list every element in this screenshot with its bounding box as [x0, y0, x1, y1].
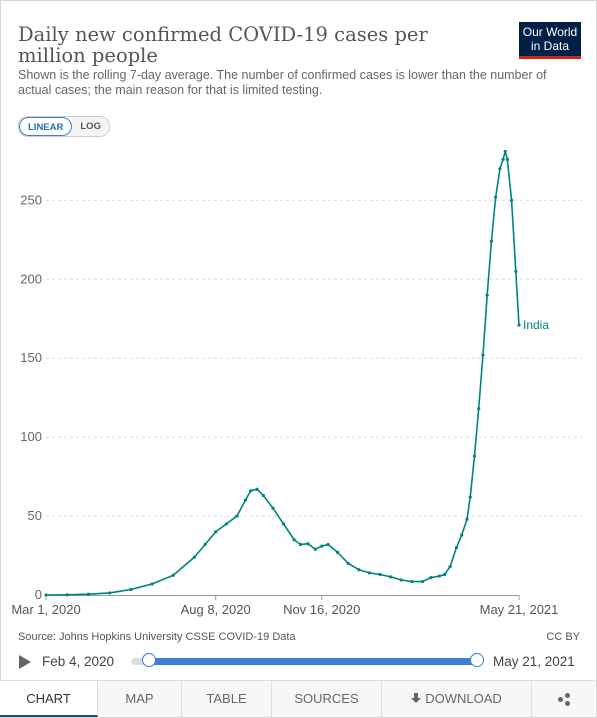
data-point [320, 544, 324, 548]
logo-line-2: in Data [530, 39, 570, 53]
license-link[interactable]: CC BY [546, 631, 580, 643]
data-point [448, 564, 452, 569]
data-point [485, 293, 489, 297]
series-line-india [45, 150, 520, 596]
tab-sources[interactable]: SOURCES [272, 681, 382, 717]
data-point [108, 591, 112, 595]
chart-title: Daily new confirmed COVID-19 cases per m… [18, 23, 428, 67]
data-point [517, 323, 521, 327]
y-tick-label: 100 [20, 429, 42, 444]
x-tick-label: Mar 1, 2020 [11, 602, 80, 617]
tab-map[interactable]: MAP [98, 681, 182, 717]
data-point [249, 489, 253, 493]
data-point [203, 542, 207, 547]
data-point [468, 495, 472, 499]
tab-chart[interactable]: CHART [0, 681, 98, 717]
data-point [481, 353, 485, 357]
data-point [498, 167, 502, 171]
data-point [357, 568, 361, 572]
data-point [477, 407, 481, 411]
timeline-start-date: Feb 4, 2020 [42, 654, 115, 669]
x-tick-label: Aug 8, 2020 [181, 602, 251, 617]
data-point [503, 149, 507, 154]
data-point [509, 198, 514, 202]
data-point [378, 572, 382, 577]
data-point [494, 195, 498, 199]
chart-subtitle: Shown is the rolling 7-day average. The … [18, 68, 547, 97]
owid-logo[interactable]: Our World in Data [519, 22, 581, 59]
linear-scale-button[interactable]: LINEAR [19, 117, 73, 136]
data-point [235, 514, 239, 518]
source-note[interactable]: Source: Johns Hopkins University CSSE CO… [18, 631, 296, 643]
timeline-start-handle[interactable] [142, 653, 156, 667]
data-point [465, 517, 469, 521]
play-icon[interactable] [19, 655, 31, 669]
data-point [298, 542, 303, 547]
data-point [65, 593, 69, 597]
timeline-end-handle[interactable] [470, 653, 484, 667]
data-point [514, 269, 518, 273]
download-icon [411, 693, 422, 704]
data-point [271, 506, 275, 510]
data-point [224, 522, 228, 526]
data-point [281, 522, 286, 526]
data-point [192, 555, 197, 559]
line-chart: 0 50 100 150 200 250 Mar 1, 2020 Aug 8, 2020 Nov… [11, 149, 582, 617]
data-point [472, 454, 477, 458]
y-tick-label: 250 [20, 192, 42, 207]
x-tick-label: May 21, 2021 [480, 602, 559, 617]
data-point [255, 487, 259, 491]
data-point [460, 533, 464, 537]
data-point [367, 571, 372, 575]
logo-line-1: Our World [522, 25, 578, 39]
data-point [313, 547, 317, 551]
share-icon [557, 693, 570, 706]
data-point [306, 542, 310, 546]
data-point [326, 542, 330, 547]
series-label-india: India [523, 318, 549, 332]
tab-bar: CHART MAP TABLE SOURCES DOWNLOAD [0, 680, 595, 717]
data-point [171, 573, 175, 577]
data-point [129, 587, 133, 592]
tab-share[interactable] [532, 681, 595, 717]
data-point [261, 493, 266, 498]
data-point [443, 572, 447, 577]
y-tick-label: 200 [20, 271, 42, 286]
data-point [501, 157, 505, 161]
data-point [336, 550, 340, 554]
y-tick-label: 50 [28, 508, 42, 523]
data-point [346, 561, 350, 566]
data-point [410, 579, 414, 584]
y-tick-label: 150 [20, 350, 42, 365]
tab-download[interactable]: DOWNLOAD [382, 681, 532, 717]
data-point [454, 546, 459, 550]
timeline-selected-range [148, 658, 476, 665]
data-point [44, 593, 48, 597]
data-point [292, 538, 296, 542]
scale-toggle: LINEAR LOG [18, 116, 110, 137]
data-point [243, 498, 247, 502]
y-tick-label: 0 [35, 587, 42, 602]
data-point [429, 576, 433, 580]
data-point [489, 239, 494, 243]
log-scale-button[interactable]: LOG [72, 117, 109, 136]
data-point [214, 530, 218, 534]
data-point [86, 592, 91, 596]
data-point [505, 157, 509, 161]
tab-download-label: DOWNLOAD [425, 691, 502, 706]
x-tick-label: Nov 16, 2020 [283, 602, 360, 617]
data-point [399, 578, 403, 582]
data-point [437, 574, 442, 578]
data-point [150, 582, 154, 586]
timeline-track[interactable] [131, 658, 481, 665]
tab-table[interactable]: TABLE [182, 681, 272, 717]
data-point [389, 575, 393, 579]
data-point [420, 579, 425, 584]
timeline-end-date: May 21, 2021 [493, 654, 575, 669]
